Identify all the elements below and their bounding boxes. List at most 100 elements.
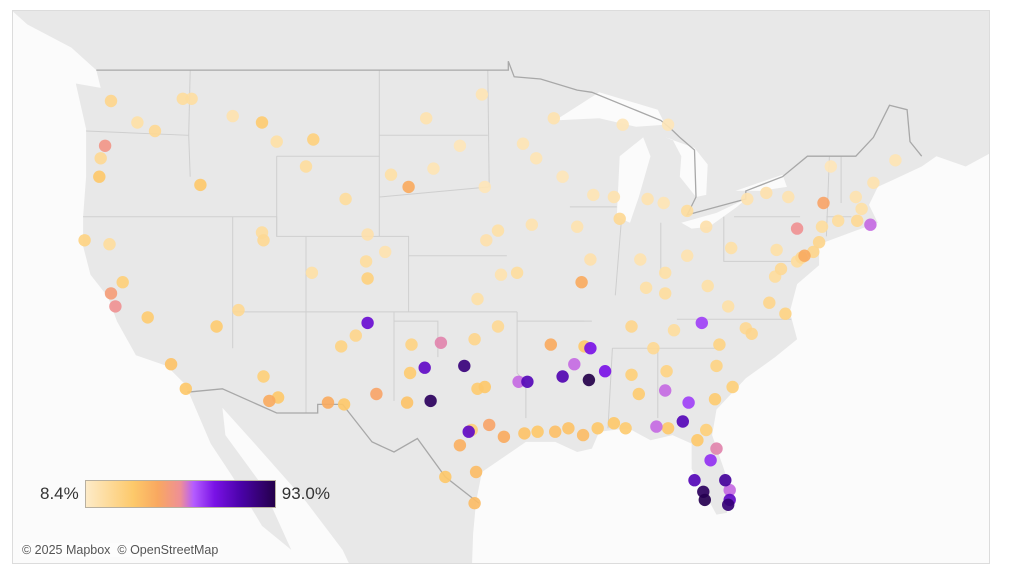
data-point[interactable] — [695, 316, 708, 330]
data-point[interactable] — [164, 358, 178, 371]
data-point[interactable] — [531, 425, 544, 438]
data-point[interactable] — [568, 358, 581, 371]
data-point[interactable] — [704, 454, 717, 467]
data-point[interactable] — [700, 220, 713, 233]
data-point[interactable] — [104, 287, 118, 300]
data-point[interactable] — [719, 474, 732, 487]
data-point[interactable] — [851, 214, 864, 227]
data-point[interactable] — [770, 243, 783, 257]
data-point[interactable] — [659, 266, 672, 279]
data-point[interactable] — [257, 234, 270, 247]
data-point[interactable] — [774, 262, 788, 276]
data-point[interactable] — [726, 380, 739, 394]
data-point[interactable] — [667, 324, 681, 337]
data-point[interactable] — [639, 281, 653, 294]
data-point[interactable] — [434, 336, 448, 349]
data-point[interactable] — [78, 234, 91, 247]
data-point[interactable] — [270, 135, 283, 148]
data-point[interactable] — [427, 162, 440, 175]
data-point[interactable] — [210, 320, 223, 333]
data-point[interactable] — [370, 387, 383, 401]
data-point[interactable] — [832, 214, 845, 227]
data-point[interactable] — [607, 190, 621, 204]
data-point[interactable] — [722, 498, 735, 511]
data-point[interactable] — [141, 311, 154, 324]
data-point[interactable] — [625, 368, 638, 381]
data-point[interactable] — [544, 338, 557, 351]
data-point[interactable] — [710, 442, 723, 455]
data-point[interactable] — [547, 112, 560, 125]
data-point[interactable] — [691, 434, 704, 447]
data-point[interactable] — [468, 497, 481, 510]
data-point[interactable] — [402, 180, 415, 194]
data-point[interactable] — [98, 139, 112, 152]
data-point[interactable] — [549, 425, 562, 438]
data-point[interactable] — [864, 218, 877, 231]
data-point[interactable] — [131, 116, 144, 129]
data-point[interactable] — [591, 422, 604, 435]
data-point[interactable] — [469, 465, 483, 479]
data-point[interactable] — [713, 338, 726, 351]
data-point[interactable] — [337, 398, 351, 411]
data-point[interactable] — [562, 422, 575, 435]
data-point[interactable] — [889, 154, 902, 167]
data-point[interactable] — [518, 427, 531, 440]
data-point[interactable] — [185, 92, 198, 106]
data-point[interactable] — [763, 296, 776, 309]
data-point[interactable] — [779, 307, 792, 320]
data-point[interactable] — [403, 366, 417, 380]
data-point[interactable] — [103, 238, 116, 251]
data-point[interactable] — [688, 474, 701, 487]
data-point[interactable] — [491, 224, 505, 237]
data-point[interactable] — [361, 272, 374, 285]
data-point[interactable] — [516, 137, 530, 150]
data-point[interactable] — [867, 176, 880, 189]
data-point[interactable] — [708, 393, 722, 406]
data-point[interactable] — [361, 316, 374, 330]
data-point[interactable] — [510, 266, 524, 279]
data-point[interactable] — [478, 380, 491, 394]
data-point[interactable] — [817, 196, 830, 210]
data-point[interactable] — [521, 375, 534, 388]
data-point[interactable] — [116, 276, 129, 289]
data-point[interactable] — [582, 373, 596, 387]
data-point[interactable] — [109, 300, 122, 313]
map-viewport[interactable] — [12, 10, 990, 564]
data-point[interactable] — [660, 365, 673, 378]
data-point[interactable] — [798, 249, 811, 262]
data-point[interactable] — [305, 266, 319, 279]
data-point[interactable] — [257, 370, 270, 383]
data-point[interactable] — [723, 483, 736, 497]
data-point[interactable] — [483, 418, 496, 432]
data-point[interactable] — [104, 94, 118, 108]
data-point[interactable] — [525, 218, 538, 231]
data-point[interactable] — [232, 303, 245, 317]
data-point[interactable] — [790, 222, 804, 235]
mapbox-attribution-link[interactable]: © 2025 Mapbox — [22, 543, 111, 557]
data-point[interactable] — [682, 396, 695, 409]
data-point[interactable] — [760, 186, 773, 200]
data-point[interactable] — [647, 342, 660, 355]
data-point[interactable] — [384, 168, 398, 181]
data-point[interactable] — [824, 160, 837, 173]
data-point[interactable] — [400, 396, 414, 409]
data-point[interactable] — [571, 220, 584, 233]
data-point[interactable] — [700, 423, 713, 437]
data-point[interactable] — [632, 387, 645, 401]
data-point[interactable] — [307, 133, 320, 146]
data-point[interactable] — [849, 190, 862, 204]
data-point[interactable] — [584, 342, 597, 355]
data-point[interactable] — [681, 249, 694, 262]
osm-attribution-link[interactable]: © OpenStreetMap — [117, 543, 219, 557]
data-point[interactable] — [359, 255, 373, 268]
data-point[interactable] — [439, 470, 452, 484]
data-point[interactable] — [607, 417, 621, 430]
data-point[interactable] — [94, 152, 107, 165]
data-point[interactable] — [497, 430, 511, 443]
data-point[interactable] — [815, 220, 829, 233]
data-point[interactable] — [710, 359, 723, 373]
data-point[interactable] — [179, 382, 192, 395]
data-point[interactable] — [494, 268, 508, 281]
data-point[interactable] — [556, 370, 569, 383]
data-point[interactable] — [556, 170, 569, 183]
